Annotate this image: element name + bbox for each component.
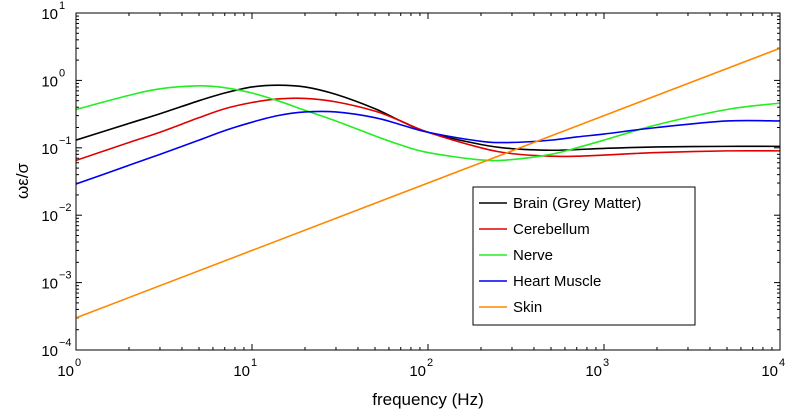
y-tick-exp: −3 — [59, 270, 72, 282]
y-tick-exp: −2 — [59, 202, 72, 214]
series-line-3 — [76, 110, 780, 185]
x-tick-exp: 4 — [779, 357, 785, 369]
x-tick-label: 10 4 — [761, 357, 785, 380]
legend-label: Cerebellum — [513, 221, 590, 238]
legend-label: Nerve — [513, 247, 553, 264]
legend-item: Heart Muscle — [479, 273, 601, 290]
legend-item: Brain (Grey Matter) — [479, 195, 641, 212]
x-tick-exp: 2 — [427, 357, 433, 369]
y-tick-base: 10 — [41, 73, 58, 90]
y-tick-exp: 0 — [59, 67, 65, 79]
x-tick-base: 10 — [761, 363, 778, 380]
y-tick-base: 10 — [41, 208, 58, 225]
x-tick-exp: 1 — [251, 357, 257, 369]
y-tick-label: 10 −4 — [41, 337, 71, 360]
y-tick-base: 10 — [41, 343, 58, 360]
legend-label: Skin — [513, 299, 542, 316]
x-axis-label: frequency (Hz) — [372, 390, 483, 409]
x-tick-exp: 3 — [603, 357, 609, 369]
x-tick-label: 10 0 — [57, 357, 81, 380]
legend-label: Heart Muscle — [513, 273, 601, 290]
legend-item: Nerve — [479, 247, 553, 264]
legend-label: Brain (Grey Matter) — [513, 195, 641, 212]
x-tick-exp: 0 — [75, 357, 81, 369]
x-tick-label: 10 2 — [409, 357, 433, 380]
y-tick-base: 10 — [41, 6, 58, 23]
plot-frame — [75, 12, 781, 351]
series-line-1 — [76, 97, 780, 162]
y-tick-exp: 1 — [59, 0, 65, 12]
y-tick-label: 10 −3 — [41, 270, 71, 293]
x-tick-label: 10 1 — [233, 357, 257, 380]
y-tick-exp: −1 — [59, 135, 72, 147]
x-tick-base: 10 — [585, 363, 602, 380]
legend: Brain (Grey Matter) Cerebellum Nerve Heart … — [472, 186, 696, 326]
legend-item: Cerebellum — [479, 221, 590, 238]
series-line-4 — [76, 47, 780, 319]
y-tick-label: 10 1 — [41, 0, 65, 23]
x-tick-base: 10 — [233, 363, 250, 380]
y-tick-exp: −4 — [59, 337, 72, 349]
series-group — [76, 47, 780, 319]
y-tick-label: 10 0 — [41, 67, 65, 90]
x-tick-base: 10 — [57, 363, 74, 380]
y-tick-base: 10 — [41, 276, 58, 293]
y-axis-label: ωε/σ — [13, 162, 32, 199]
y-tick-label: 10 −2 — [41, 202, 71, 225]
series-line-2 — [76, 85, 780, 162]
x-tick-label: 10 3 — [585, 357, 609, 380]
x-tick-base: 10 — [409, 363, 426, 380]
legend-item: Skin — [479, 299, 542, 316]
y-tick-base: 10 — [41, 141, 58, 158]
tick-labels: 10 0 10 1 10 2 10 3 10 410 −410 −310 −210 −110 010 1 — [41, 0, 785, 380]
y-tick-label: 10 −1 — [41, 135, 71, 158]
legend-box — [472, 186, 696, 326]
